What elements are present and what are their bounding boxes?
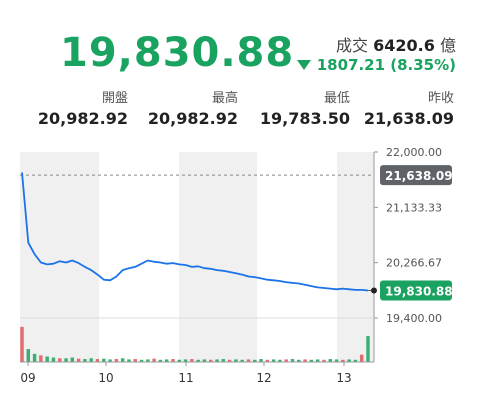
volume-unit: 億 xyxy=(439,36,456,55)
volume-bar xyxy=(271,359,276,362)
stat-prev-close-label: 昨收 xyxy=(427,91,454,106)
stat-open-label: 開盤 xyxy=(101,91,128,106)
volume-bar xyxy=(303,359,307,362)
volume-label: 成交 xyxy=(336,36,369,55)
prev-close-badge xyxy=(380,165,452,186)
volume-bar xyxy=(26,349,31,362)
volume-bar xyxy=(120,358,125,362)
volume-bar xyxy=(102,358,106,362)
last-value-badge-label: 19,830.88 xyxy=(385,284,453,298)
volume-bar xyxy=(265,359,270,362)
volume-bar xyxy=(215,359,219,362)
volume-bar xyxy=(290,359,295,362)
volume-bar xyxy=(196,359,200,362)
volume-bar xyxy=(259,359,263,362)
stat-low-value: 19,783.50 xyxy=(259,109,350,128)
volume-bar xyxy=(347,359,351,362)
volume-bar xyxy=(139,359,144,362)
volume-bar xyxy=(89,358,93,362)
volume-bar xyxy=(208,359,213,362)
volume-bar xyxy=(45,356,49,362)
volume-value: 6420.6 xyxy=(373,36,435,55)
day-band xyxy=(337,152,374,362)
last-value-dot xyxy=(371,287,377,294)
price-change: 1807.21 (8.35%) xyxy=(296,56,456,74)
prev-close-badge-label: 21,638.09 xyxy=(385,169,453,183)
volume-bar xyxy=(246,359,251,362)
volume-bar xyxy=(177,359,182,362)
volume-bar xyxy=(202,359,207,362)
volume-bar xyxy=(70,357,75,362)
volume-bar xyxy=(76,358,81,362)
stat-low-label: 最低 xyxy=(323,91,350,106)
volume-bar xyxy=(108,359,112,362)
volume-bar xyxy=(253,359,257,362)
y-tick-label: 19,400.00 xyxy=(386,312,442,325)
volume-bar xyxy=(322,359,326,362)
volume-bar xyxy=(328,359,332,362)
volume-bar xyxy=(64,358,68,362)
volume-bar xyxy=(114,359,119,362)
x-tick-label: 10 xyxy=(98,371,113,385)
volume-bar xyxy=(183,359,188,362)
y-tick-label: 20,266.67 xyxy=(386,257,442,270)
stat-open: 開盤 20,982.92 xyxy=(18,90,128,130)
volume-bar xyxy=(95,359,100,362)
stat-prev-close: 昨收 21,638.09 xyxy=(344,90,454,130)
x-tick-label: 13 xyxy=(336,371,351,385)
volume-bar xyxy=(39,355,43,362)
x-tick-label: 09 xyxy=(20,371,35,385)
day-band xyxy=(20,152,99,362)
y-tick-label: 21,133.33 xyxy=(386,201,442,214)
current-price: 19,830.88 xyxy=(60,30,295,76)
price-series-line xyxy=(21,172,369,292)
volume-bar xyxy=(334,359,339,362)
volume-bar xyxy=(359,354,364,362)
volume-bar xyxy=(127,359,131,362)
volume-bar xyxy=(83,359,87,362)
volume-bar xyxy=(353,359,358,362)
volume-line: 成交 6420.6 億 xyxy=(336,32,456,56)
volume-bar xyxy=(278,359,282,362)
volume-bar xyxy=(146,359,150,362)
stat-high-label: 最高 xyxy=(211,91,238,106)
volume-bar xyxy=(284,359,288,362)
stat-low: 最低 19,783.50 xyxy=(240,90,350,130)
volume-bar xyxy=(51,357,56,362)
triangle-down-icon xyxy=(296,60,311,70)
x-tick-label: 11 xyxy=(178,371,193,385)
stats-row: 開盤 20,982.92 最高 20,982.92 最低 19,783.50 昨… xyxy=(0,90,478,134)
volume-bar xyxy=(315,359,320,362)
volume-bar xyxy=(20,326,24,362)
volume-bar xyxy=(240,359,244,362)
volume-bar xyxy=(190,359,194,362)
volume-bar xyxy=(32,353,37,362)
volume-bar xyxy=(309,359,314,362)
volume-bar xyxy=(234,359,238,362)
change-value: 1807.21 (8.35%) xyxy=(316,56,456,74)
volume-bar xyxy=(152,358,156,362)
x-tick-label: 12 xyxy=(256,371,271,385)
volume-bar xyxy=(227,359,232,362)
volume-bar xyxy=(158,359,163,362)
intraday-chart[interactable]: 22,000.00 21,133.33 20,266.67 19,400.00 21,6… xyxy=(0,140,478,400)
volume-bar xyxy=(341,359,345,362)
volume-bar xyxy=(58,358,62,362)
volume-bar xyxy=(221,359,226,362)
stat-open-value: 20,982.92 xyxy=(37,109,128,128)
stat-prev-close-value: 21,638.09 xyxy=(363,109,454,128)
last-value-badge xyxy=(380,280,452,301)
day-band xyxy=(179,152,257,362)
volume-bar xyxy=(171,359,175,362)
y-tick-label: 22,000.00 xyxy=(386,146,442,159)
stat-high-value: 20,982.92 xyxy=(147,109,238,128)
volume-bar xyxy=(133,359,137,362)
volume-bar xyxy=(297,359,301,362)
volume-bar xyxy=(164,359,169,362)
stat-high: 最高 20,982.92 xyxy=(128,90,238,130)
volume-bar xyxy=(366,336,370,362)
